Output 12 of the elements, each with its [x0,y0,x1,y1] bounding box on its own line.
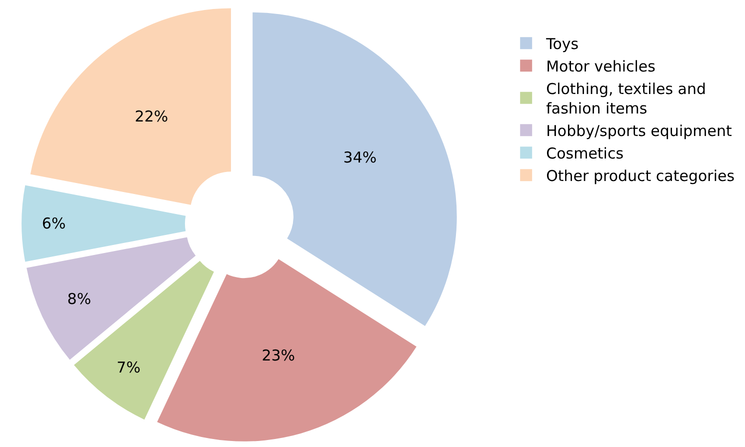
legend-label: Hobby/sports equipment [546,122,732,140]
data-label: 8% [67,290,92,308]
legend-label: Cosmetics [546,144,624,162]
data-label: 6% [42,214,66,232]
data-label: 23% [262,346,296,364]
data-label: 7% [116,358,140,376]
legend-label: Motor vehicles [546,57,656,76]
data-label: 22% [134,107,168,126]
data-label: 34% [343,148,377,167]
legend-label: Other product categories [546,166,735,185]
legend-label: Toys [545,34,579,53]
legend-label: Clothing, textiles and fashion items [546,80,706,118]
